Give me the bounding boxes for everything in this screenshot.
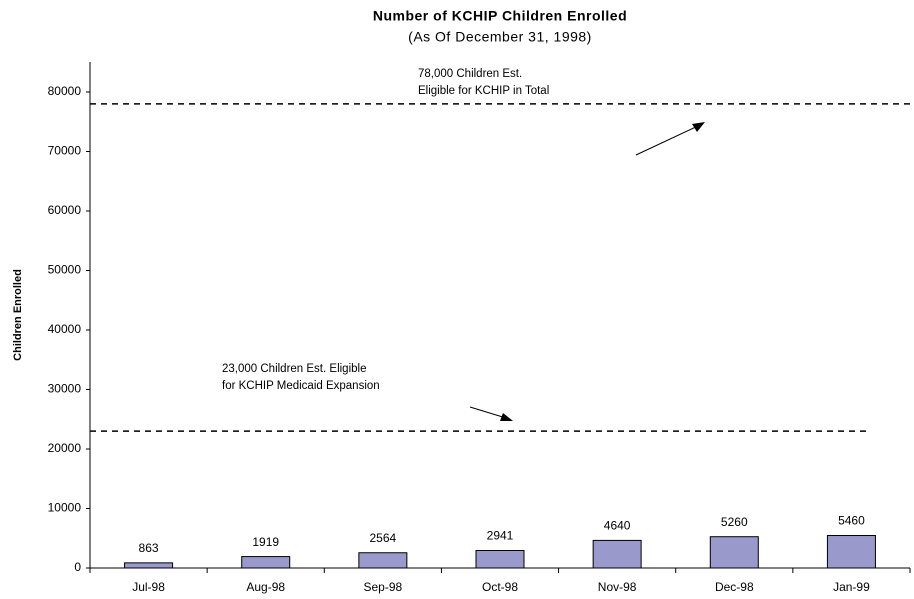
arrow <box>635 124 701 156</box>
data-label: 5460 <box>838 514 865 528</box>
y-tick-label: 70000 <box>48 144 82 158</box>
x-tick-label: Aug-98 <box>246 580 285 594</box>
bar <box>592 539 642 569</box>
bar <box>709 536 759 569</box>
data-label: 2941 <box>487 529 514 543</box>
data-label: 4640 <box>604 519 631 533</box>
y-tick-label: 80000 <box>48 84 82 98</box>
x-tick-label: Nov-98 <box>598 580 637 594</box>
y-tick-label: 40000 <box>48 322 82 336</box>
arrow <box>469 406 507 419</box>
y-tick-label: 10000 <box>48 501 82 515</box>
annotation: 78,000 Children Est. <box>418 68 522 80</box>
x-tick-label: Jan-99 <box>833 580 870 594</box>
bar <box>475 550 525 569</box>
annotation: Eligible for KCHIP in Total <box>418 85 549 97</box>
arrow-head <box>500 413 513 421</box>
annotation: for KCHIP Medicaid Expansion <box>222 380 380 392</box>
data-label: 2564 <box>370 531 397 545</box>
bar <box>358 552 408 569</box>
y-tick-label: 20000 <box>48 441 82 455</box>
y-tick-label: 60000 <box>48 203 82 217</box>
data-label: 1919 <box>252 535 279 549</box>
y-axis-label: Children Enrolled <box>12 269 24 361</box>
x-tick-label: Jul-98 <box>132 580 165 594</box>
data-label: 5260 <box>721 515 748 529</box>
arrow-head <box>692 122 705 132</box>
y-tick-label: 50000 <box>48 263 82 277</box>
y-tick-label: 30000 <box>48 382 82 396</box>
bar <box>826 535 876 569</box>
x-tick-label: Sep-98 <box>364 580 403 594</box>
x-tick-label: Oct-98 <box>482 580 518 594</box>
chart-title: Number of KCHIP Children Enrolled <box>373 8 627 24</box>
annotation: 23,000 Children Est. Eligible <box>222 363 366 375</box>
data-label: 863 <box>139 541 159 555</box>
y-tick-label: 0 <box>74 560 81 574</box>
bar <box>124 562 174 569</box>
chart-subtitle: (As Of December 31, 1998) <box>408 29 592 45</box>
x-tick-label: Dec-98 <box>715 580 754 594</box>
bar <box>241 556 291 569</box>
